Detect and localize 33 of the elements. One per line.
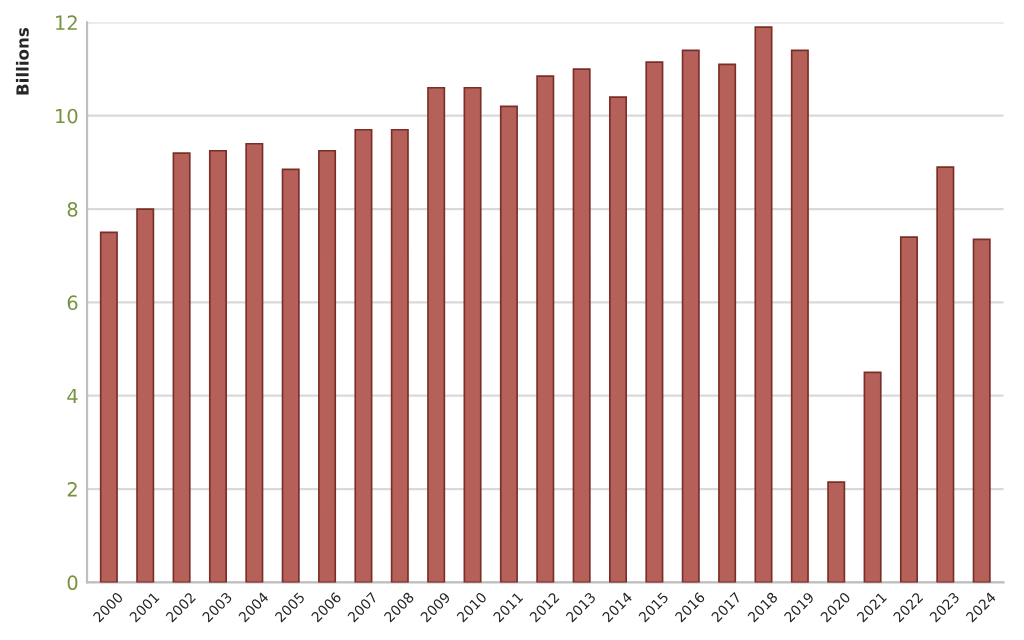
bar: [936, 166, 955, 583]
bar: [281, 168, 300, 583]
bar: [136, 208, 155, 583]
bar: [208, 149, 227, 583]
bar: [318, 149, 337, 583]
bar: [463, 86, 482, 583]
bar: [863, 371, 882, 583]
bar: [536, 75, 555, 583]
bar: [354, 128, 373, 583]
bar: [790, 49, 809, 583]
y-tick-label: 0: [67, 575, 78, 591]
bar: [827, 481, 846, 583]
bar: [572, 68, 591, 583]
y-tick-label: 8: [67, 202, 78, 217]
bar: [390, 128, 409, 583]
bar: [754, 26, 773, 583]
y-tick-label: 10: [56, 108, 78, 124]
y-tick-label: 2: [67, 482, 77, 497]
y-tick-label: 12: [56, 15, 77, 30]
y-axis-title: Billions: [15, 28, 29, 95]
bar: [972, 238, 991, 583]
y-tick-label: 6: [67, 295, 78, 311]
bar: [681, 49, 700, 583]
bar: [718, 63, 737, 583]
bar: [245, 142, 264, 583]
y-tick-label: 4: [67, 388, 78, 404]
bar: [172, 152, 191, 583]
bar: [99, 231, 118, 583]
bar: [899, 236, 918, 583]
bar: [608, 96, 628, 583]
bar: [645, 61, 664, 583]
bar: [427, 86, 446, 583]
bar: [499, 105, 518, 583]
